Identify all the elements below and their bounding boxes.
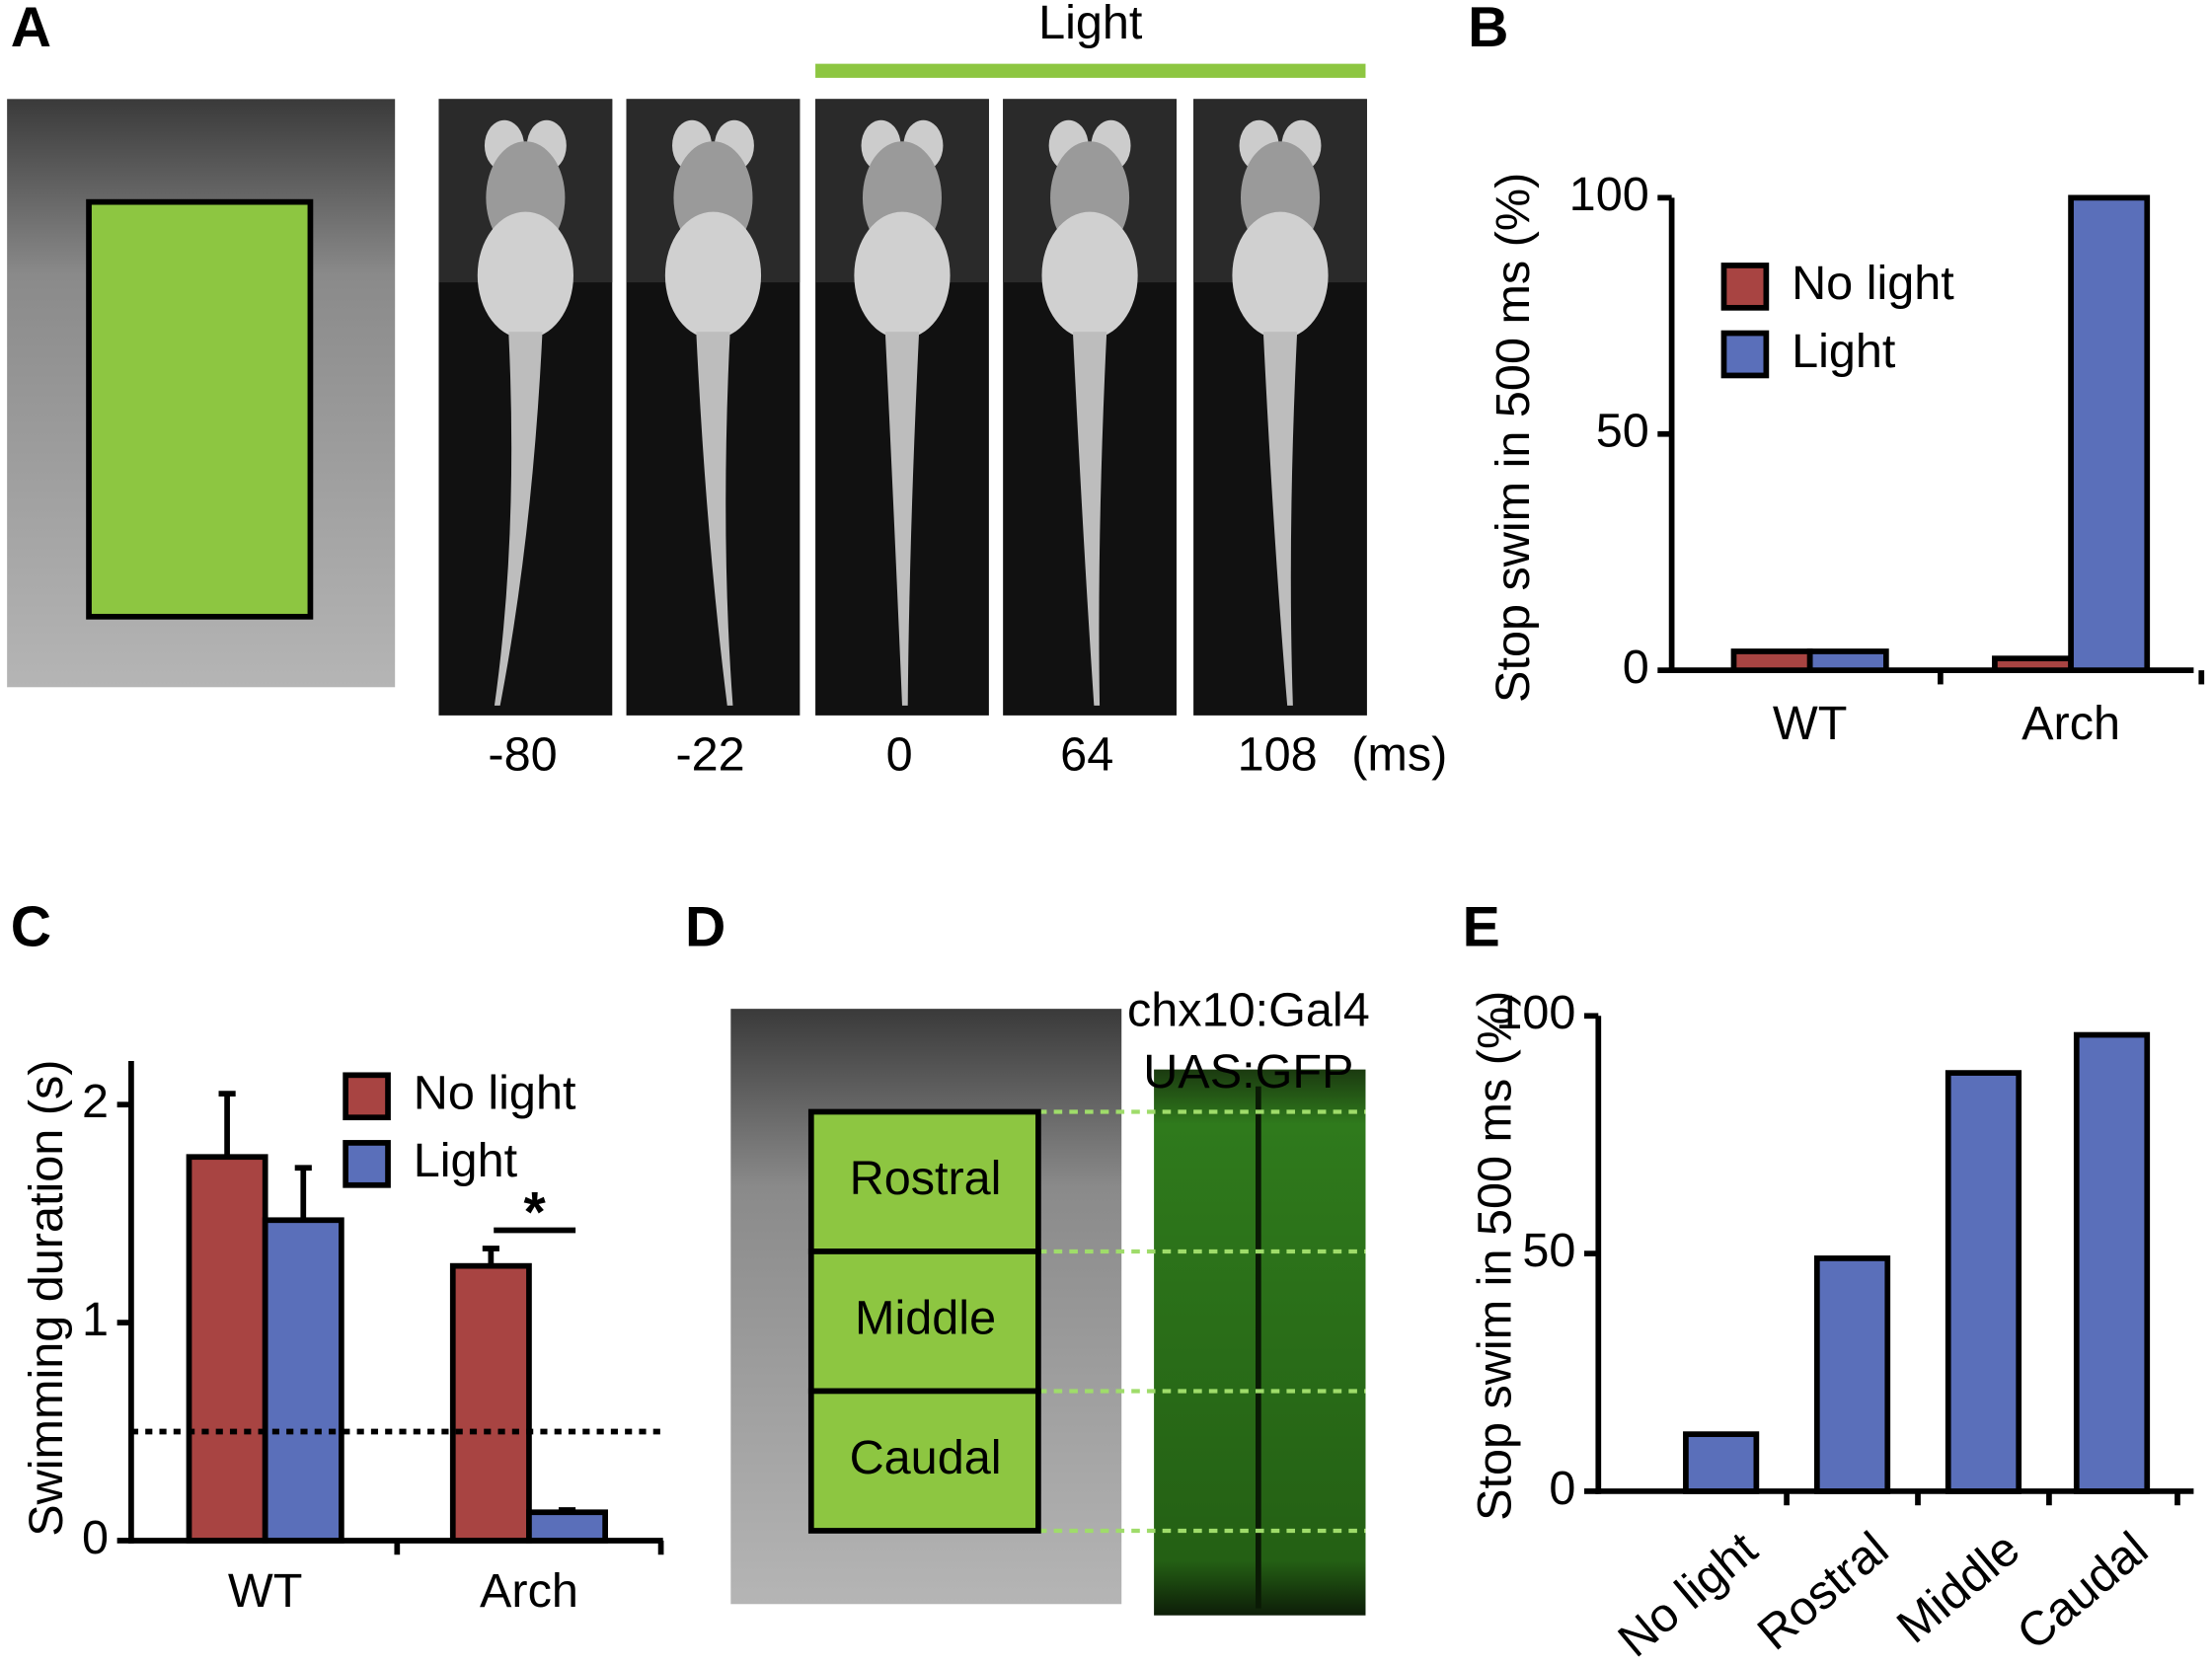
legend-swatch <box>343 1140 391 1188</box>
y-tick-label: 0 <box>82 1511 109 1564</box>
legend-swatch <box>1720 263 1770 311</box>
y-tick-label: 50 <box>1596 405 1649 458</box>
significance-mark: * <box>524 1180 547 1244</box>
fish-tail <box>1072 332 1107 706</box>
fish-tail <box>884 332 920 706</box>
y-tick-label: 2 <box>82 1075 109 1128</box>
panel-letter: D <box>685 896 725 959</box>
legend-label: Light <box>414 1134 518 1187</box>
bar <box>1683 1431 1760 1494</box>
panel-letter: C <box>11 896 51 959</box>
y-tick-label: 0 <box>1623 641 1649 694</box>
time-label: 64 <box>1060 728 1113 782</box>
fish-yolk <box>1232 211 1329 340</box>
x-tick-label: Arch <box>480 1564 578 1618</box>
x-tick-label: Middle <box>1887 1522 2029 1653</box>
x-tick-label: WT <box>1773 697 1848 750</box>
x-tick-label: Rostral <box>1748 1522 1899 1660</box>
y-tick-label: 1 <box>82 1293 109 1346</box>
region-label: Rostral <box>850 1152 1002 1205</box>
legend-label: No light <box>1792 257 1954 310</box>
fish-yolk <box>854 211 951 340</box>
light-label: Light <box>1038 0 1143 49</box>
line-label: UAS:GFP <box>1143 1045 1353 1098</box>
time-label: 108 <box>1238 728 1318 782</box>
panel-letter: B <box>1468 0 1508 59</box>
region-box <box>807 1249 1041 1395</box>
bar <box>2068 194 2151 673</box>
bar <box>449 1262 532 1544</box>
time-unit: (ms) <box>1351 728 1447 782</box>
line-label: chx10:Gal4 <box>1127 983 1370 1036</box>
region-box <box>807 1108 1041 1254</box>
y-tick-label: 0 <box>1549 1462 1575 1515</box>
bar <box>186 1154 268 1544</box>
x-tick-label: Arch <box>2021 697 2120 750</box>
bar <box>526 1509 608 1544</box>
x-tick-label: No light <box>1609 1522 1768 1665</box>
y-tick-label: 100 <box>1569 168 1649 221</box>
fish-tail <box>1262 332 1298 706</box>
bar <box>1813 1255 1891 1494</box>
y-axis-label: Stop swim in 500 ms (%) <box>1469 991 1522 1521</box>
time-label: 0 <box>886 728 913 782</box>
y-tick-label: 50 <box>1522 1224 1575 1277</box>
bar <box>2073 1031 2151 1494</box>
bar <box>1992 655 2074 673</box>
legend-swatch <box>1720 330 1770 379</box>
y-axis-label: Swimming duration (s) <box>20 1060 73 1537</box>
panel-letter: E <box>1463 896 1500 959</box>
bar <box>1730 648 1813 673</box>
time-label: -22 <box>675 728 744 782</box>
x-tick-label: Caudal <box>2008 1522 2159 1660</box>
fish-yolk <box>1041 211 1138 340</box>
bar <box>262 1217 344 1544</box>
region-label: Caudal <box>850 1431 1002 1484</box>
fish-yolk <box>664 211 762 340</box>
y-tick-label: 100 <box>1495 986 1575 1039</box>
y-axis-label: Stop swim in 500 ms (%) <box>1487 173 1540 703</box>
fish-tail <box>696 332 733 706</box>
fish-tail <box>494 332 543 706</box>
legend-label: Light <box>1792 325 1896 378</box>
legend-swatch <box>343 1072 391 1121</box>
bar <box>1806 648 1889 673</box>
region-label: Middle <box>855 1292 996 1345</box>
legend-label: No light <box>414 1067 576 1120</box>
region-box <box>807 1388 1041 1534</box>
x-tick-label: WT <box>228 1564 303 1618</box>
time-label: -80 <box>488 728 557 782</box>
panel-letter: A <box>11 0 51 59</box>
fish-yolk <box>477 211 573 340</box>
frames <box>438 99 1367 716</box>
light-region <box>86 198 314 620</box>
bar <box>1945 1070 2022 1494</box>
